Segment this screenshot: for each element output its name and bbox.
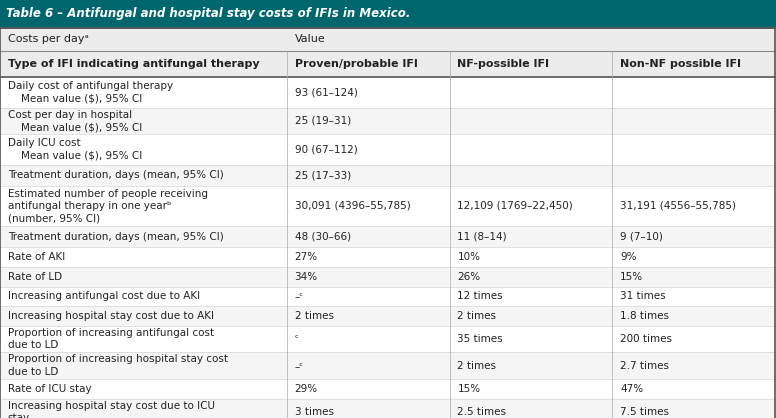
Bar <box>0 352 775 379</box>
Bar <box>0 134 775 165</box>
Text: 48 (30–66): 48 (30–66) <box>295 232 351 242</box>
Text: 7.5 times: 7.5 times <box>620 407 669 417</box>
Text: Increasing antifungal cost due to AKI: Increasing antifungal cost due to AKI <box>8 291 200 301</box>
Text: 31,191 (4556–55,785): 31,191 (4556–55,785) <box>620 201 736 211</box>
Text: 1.8 times: 1.8 times <box>620 311 669 321</box>
Text: 25 (17–33): 25 (17–33) <box>295 170 351 180</box>
Text: Treatment duration, days (mean, 95% CI): Treatment duration, days (mean, 95% CI) <box>8 170 223 180</box>
Text: Increasing hospital stay cost due to AKI: Increasing hospital stay cost due to AKI <box>8 311 213 321</box>
Text: 3 times: 3 times <box>295 407 334 417</box>
Text: 27%: 27% <box>295 252 317 262</box>
Text: Proven/probable IFI: Proven/probable IFI <box>295 59 417 69</box>
Text: 25 (19–31): 25 (19–31) <box>295 116 351 126</box>
Text: 15%: 15% <box>620 272 643 282</box>
Text: 10%: 10% <box>457 252 480 262</box>
Text: Daily ICU cost
    Mean value ($), 95% CI: Daily ICU cost Mean value ($), 95% CI <box>8 138 142 161</box>
Bar <box>0 326 775 352</box>
Text: –ᶜ: –ᶜ <box>295 361 303 371</box>
Text: Rate of AKI: Rate of AKI <box>8 252 65 262</box>
Text: NF-possible IFI: NF-possible IFI <box>457 59 549 69</box>
Bar <box>0 107 775 134</box>
Text: Estimated number of people receiving
antifungal therapy in one yearᵇ
(number, 95: Estimated number of people receiving ant… <box>8 189 208 223</box>
Bar <box>0 306 775 326</box>
Text: 26%: 26% <box>457 272 480 282</box>
Text: 2.7 times: 2.7 times <box>620 361 669 371</box>
Text: 2.5 times: 2.5 times <box>457 407 507 417</box>
Text: Table 6 – Antifungal and hospital stay costs of IFIs in Mexico.: Table 6 – Antifungal and hospital stay c… <box>6 8 411 20</box>
Text: Rate of ICU stay: Rate of ICU stay <box>8 384 92 394</box>
Bar <box>0 77 775 107</box>
Bar <box>0 226 775 247</box>
Text: Type of IFI indicating antifungal therapy: Type of IFI indicating antifungal therap… <box>8 59 259 69</box>
Text: ᶜ: ᶜ <box>295 334 299 344</box>
Bar <box>0 286 775 306</box>
Text: –ᶜ: –ᶜ <box>295 291 303 301</box>
Text: Increasing hospital stay cost due to ICU
stay: Increasing hospital stay cost due to ICU… <box>8 401 215 418</box>
Bar <box>0 186 775 226</box>
Text: 9%: 9% <box>620 252 637 262</box>
Bar <box>0 267 775 286</box>
Text: 31 times: 31 times <box>620 291 666 301</box>
Text: Rate of LD: Rate of LD <box>8 272 62 282</box>
Bar <box>0 379 775 398</box>
Bar <box>0 398 775 418</box>
Text: 12 times: 12 times <box>457 291 503 301</box>
Text: Proportion of increasing hospital stay cost
due to LD: Proportion of increasing hospital stay c… <box>8 354 227 377</box>
Text: Value: Value <box>295 34 325 44</box>
Text: 93 (61–124): 93 (61–124) <box>295 87 358 97</box>
Text: Proportion of increasing antifungal cost
due to LD: Proportion of increasing antifungal cost… <box>8 328 214 350</box>
Text: 11 (8–14): 11 (8–14) <box>457 232 507 242</box>
Text: 34%: 34% <box>295 272 317 282</box>
Bar <box>0 51 775 77</box>
Text: 200 times: 200 times <box>620 334 672 344</box>
Bar <box>0 165 775 186</box>
Text: 2 times: 2 times <box>295 311 334 321</box>
Text: 29%: 29% <box>295 384 317 394</box>
Bar <box>0 0 775 28</box>
Text: 12,109 (1769–22,450): 12,109 (1769–22,450) <box>457 201 573 211</box>
Text: Daily cost of antifungal therapy
    Mean value ($), 95% CI: Daily cost of antifungal therapy Mean va… <box>8 81 173 104</box>
Text: 15%: 15% <box>457 384 480 394</box>
Text: 2 times: 2 times <box>457 361 497 371</box>
Text: 90 (67–112): 90 (67–112) <box>295 144 358 154</box>
Text: 30,091 (4396–55,785): 30,091 (4396–55,785) <box>295 201 411 211</box>
Text: 2 times: 2 times <box>457 311 497 321</box>
Text: Non-NF possible IFI: Non-NF possible IFI <box>620 59 741 69</box>
Bar <box>0 247 775 267</box>
Text: 9 (7–10): 9 (7–10) <box>620 232 663 242</box>
Text: Costs per dayᵃ: Costs per dayᵃ <box>8 34 88 44</box>
Text: 35 times: 35 times <box>457 334 503 344</box>
Text: Treatment duration, days (mean, 95% CI): Treatment duration, days (mean, 95% CI) <box>8 232 223 242</box>
Text: 47%: 47% <box>620 384 643 394</box>
Bar <box>0 28 775 51</box>
Text: Cost per day in hospital
    Mean value ($), 95% CI: Cost per day in hospital Mean value ($),… <box>8 110 142 132</box>
